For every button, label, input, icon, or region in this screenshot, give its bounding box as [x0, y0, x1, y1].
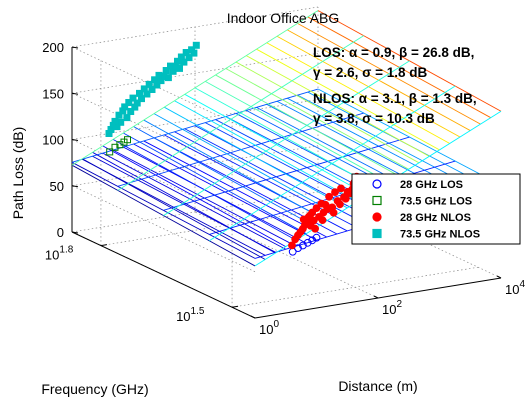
data-point	[164, 74, 172, 82]
legend-marker	[372, 179, 382, 189]
legend-marker	[372, 228, 382, 239]
surface-mesh-line	[71, 10, 319, 166]
data-point	[115, 111, 123, 119]
data-point	[306, 211, 314, 220]
surface-mesh-line	[209, 85, 456, 242]
distance-tick	[496, 275, 502, 279]
distance-tick	[373, 295, 379, 299]
distance-tick-label: 104	[505, 279, 525, 297]
data-point	[180, 58, 188, 66]
legend-label: 28 GHz NLOS	[400, 212, 471, 224]
data-point	[337, 184, 345, 193]
model-annotations: LOS: α = 0.9, β = 26.8 dB, γ = 2.6, σ = 1…	[313, 45, 477, 126]
surface-mesh-line	[163, 136, 410, 211]
legend: 28 GHz LOS 73.5 GHz LOS 28 GHz NLOS 73.5 GH…	[351, 173, 521, 245]
frequency-axis-label: Frequency (GHz)	[41, 381, 148, 397]
z-tick-label: 150	[42, 86, 64, 101]
data-point	[336, 200, 344, 209]
data-point	[192, 41, 200, 49]
data-point	[148, 86, 156, 93]
annotation-line: LOS: α = 0.9, β = 26.8 dB,	[313, 45, 474, 60]
data-point	[133, 99, 141, 107]
data-point	[185, 54, 193, 62]
data-point	[288, 241, 296, 250]
distance-tick	[250, 315, 256, 319]
data-point	[190, 49, 198, 57]
data-point	[323, 205, 332, 214]
data-point	[121, 103, 129, 111]
surface-mesh-line	[117, 35, 364, 191]
legend-marker	[372, 212, 382, 222]
data-point	[117, 118, 125, 126]
frequency-tick-label: 101.8	[45, 245, 74, 263]
model-surfaces	[71, 10, 502, 267]
data-point	[124, 136, 131, 144]
legend-marker	[372, 195, 382, 206]
distance-tick-labels: 100 102 104	[259, 279, 525, 337]
data-point	[312, 233, 321, 242]
frequency-tick-label: 101.5	[176, 306, 205, 324]
z-tick	[71, 231, 79, 234]
data-point	[153, 81, 161, 89]
data-point	[341, 194, 350, 203]
frequency-tick	[231, 305, 239, 308]
surface-mesh-line	[163, 60, 410, 216]
z-tick-label: 200	[42, 40, 64, 55]
frequency-tick	[100, 244, 108, 247]
grid-line	[71, 52, 319, 94]
data-point	[125, 99, 133, 106]
z-tick-label: 100	[42, 133, 64, 148]
legend-label: 28 GHz LOS	[400, 179, 463, 191]
grid-line	[71, 185, 256, 273]
annotation-line: γ = 2.6, σ = 1.8 dB	[313, 65, 428, 80]
frequency-axis-line	[71, 231, 256, 319]
z-tick-labels: 0 50 100 150 200	[42, 40, 64, 240]
data-point	[311, 224, 320, 233]
data-point	[123, 114, 131, 122]
data-point	[113, 123, 121, 131]
grid-line	[71, 139, 256, 226]
legend-label: 73.5 GHz LOS	[400, 196, 472, 208]
distance-tick-label: 100	[259, 319, 279, 337]
data-point	[127, 108, 135, 115]
z-tick-label: 0	[57, 225, 64, 240]
grid-line	[232, 266, 479, 308]
z-tick	[71, 185, 79, 188]
z-tick	[71, 139, 79, 141]
legend-label: 73.5 GHz NLOS	[400, 229, 480, 241]
data-point	[318, 216, 327, 225]
z-tick	[71, 46, 79, 49]
frequency-tick-labels: 101.5 101.8	[45, 245, 205, 325]
data-point	[138, 95, 145, 103]
data-point	[308, 236, 317, 245]
data-point	[106, 148, 114, 156]
z-tick-label: 50	[50, 179, 64, 194]
z-axis-label: Path Loss (dB)	[10, 127, 26, 220]
axes-box	[71, 46, 502, 319]
data-point	[303, 238, 312, 247]
data-points	[105, 41, 361, 256]
data-point	[329, 208, 338, 217]
data-point	[129, 94, 137, 102]
chart-title: Indoor Office ABG	[227, 10, 340, 26]
grid-line	[71, 145, 319, 187]
annotation-line: γ = 3.8, σ = 10.3 dB	[313, 111, 435, 126]
distance-axis-label: Distance (m)	[338, 378, 417, 394]
grid-line	[71, 92, 256, 180]
data-point	[325, 192, 334, 201]
data-point	[312, 204, 321, 213]
grid-line	[71, 46, 256, 134]
z-tick	[71, 92, 79, 95]
data-point	[162, 67, 170, 74]
distance-tick-label: 102	[382, 299, 402, 317]
data-point	[176, 64, 183, 72]
data-point	[299, 215, 308, 224]
data-point	[143, 90, 151, 98]
data-point	[331, 188, 339, 197]
annotation-line: NLOS: α = 3.1, β = 1.3 dB,	[313, 91, 477, 106]
